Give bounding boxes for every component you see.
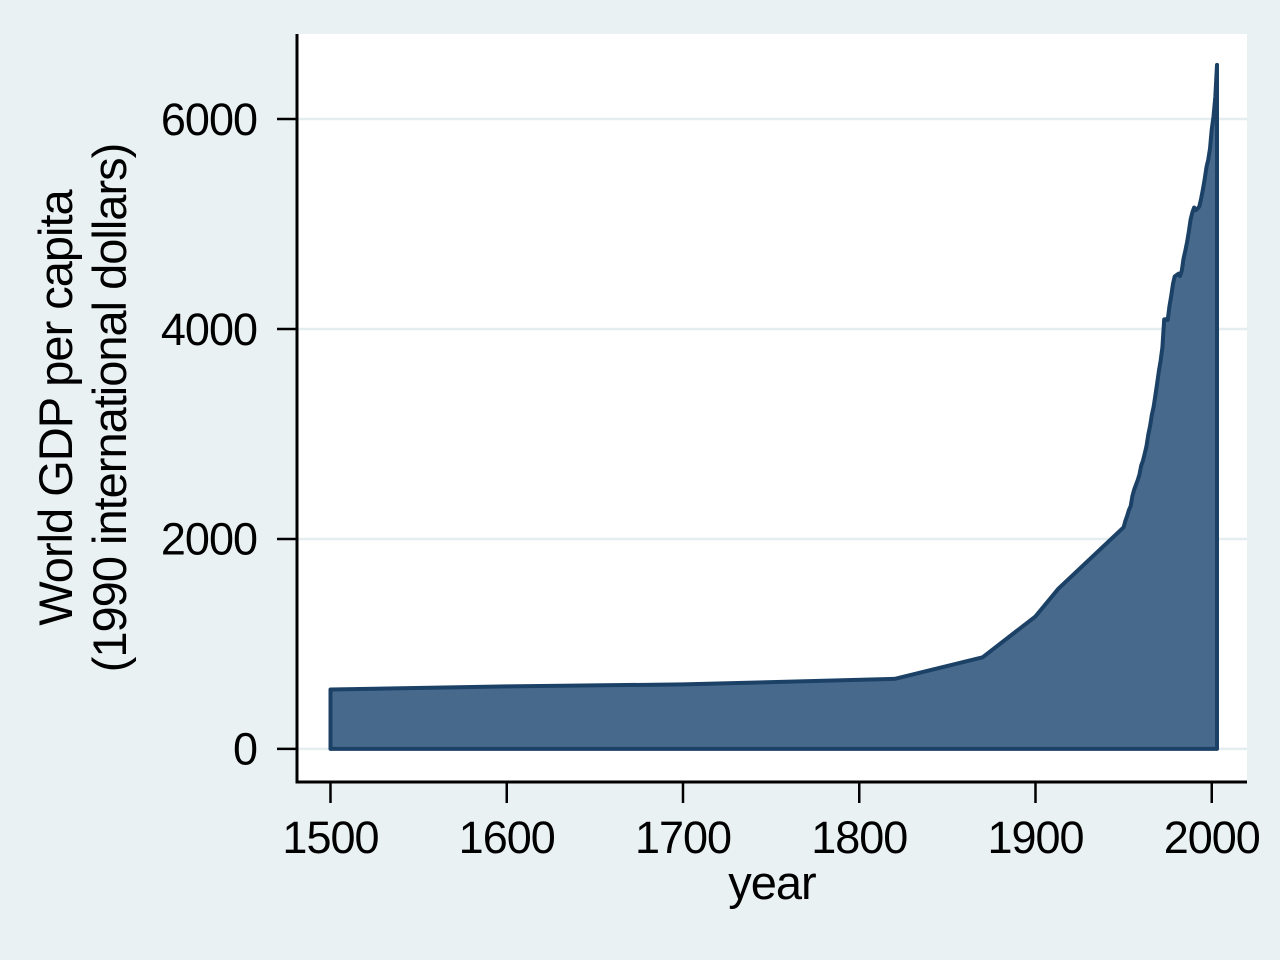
y-tick-label-2000: 2000	[161, 514, 257, 565]
x-tick-label-1500: 1500	[282, 812, 378, 863]
y-axis-title-line2: (1990 international dollars)	[83, 143, 136, 673]
y-tick-label-0: 0	[233, 724, 257, 775]
x-axis-title: year	[728, 856, 816, 909]
y-tick-label-4000: 4000	[161, 304, 257, 355]
x-tick-label-1600: 1600	[459, 812, 555, 863]
area-series-world-gdp-per-capita	[328, 62, 1219, 751]
x-tick-label-1800: 1800	[811, 812, 907, 863]
x-tick-label-1900: 1900	[987, 812, 1083, 863]
y-axis-title-line1: World GDP per capita	[29, 190, 82, 626]
x-tick-label-1700: 1700	[635, 812, 731, 863]
y-tick-label-6000: 6000	[161, 94, 257, 145]
axes	[277, 34, 1247, 803]
area-series-layer	[328, 62, 1219, 751]
y-axis-title: World GDP per capita (1990 international…	[29, 28, 137, 788]
x-tick-label-2000: 2000	[1164, 812, 1260, 863]
tick-labels: 0 2000 4000 6000 1500 1600 1700 1800 1900 2000	[161, 94, 1261, 863]
